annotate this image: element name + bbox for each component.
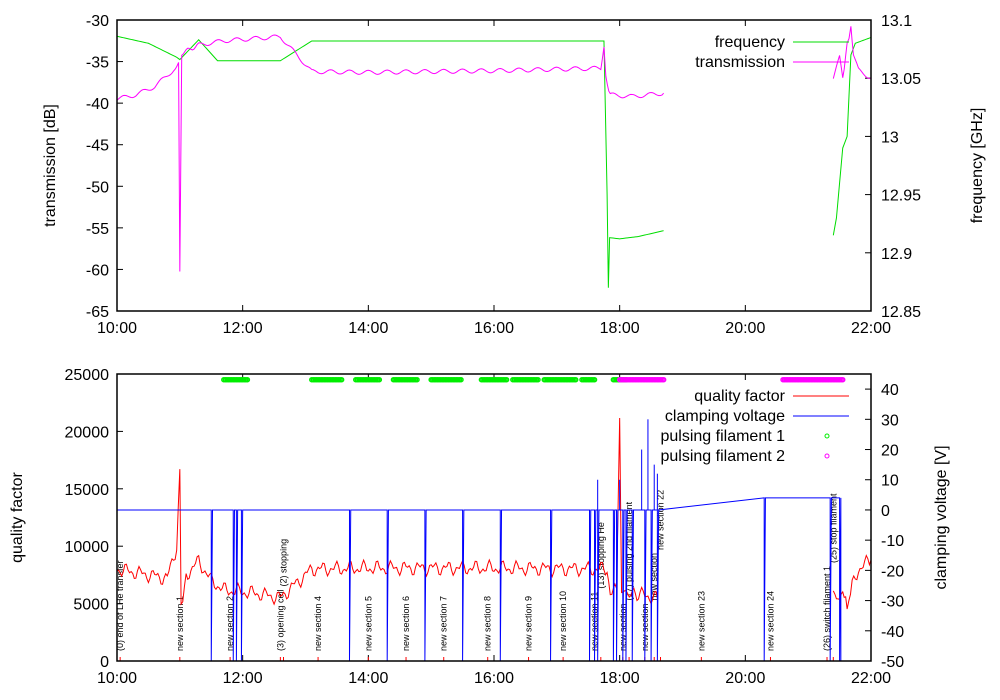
y2-tick-label: -50 xyxy=(881,654,904,671)
y2-tick-label: 20 xyxy=(881,443,899,460)
y2-axis-label: frequency [GHz] xyxy=(969,108,986,224)
plot-area: (0) end of LHe transfer new section 1 new … xyxy=(115,376,872,662)
x-tick-label: 10:00 xyxy=(97,320,137,337)
y2-tick-label: 30 xyxy=(881,412,899,429)
x-tick-label: 18:00 xyxy=(600,320,640,337)
annotation-label: (13) stopping He xyxy=(596,522,606,589)
legend-label: clamping voltage xyxy=(665,408,785,425)
pulsing-filament-1-point xyxy=(535,376,541,383)
y-tick-label: 0 xyxy=(100,654,109,671)
legend-label: pulsing filament 1 xyxy=(660,428,785,445)
x-tick-label: 20:00 xyxy=(725,670,765,687)
y-tick-label: 10000 xyxy=(65,539,110,556)
x-tick-label: 18:00 xyxy=(600,670,640,687)
legend-label: pulsing filament 2 xyxy=(660,448,785,465)
y-tick-label: -50 xyxy=(86,179,109,196)
pulsing-filament-1-point xyxy=(376,376,383,383)
annotation-label: (3) opening cell xyxy=(275,589,285,651)
x-tick-label: 16:00 xyxy=(474,320,514,337)
x-tick-label: 14:00 xyxy=(348,670,388,687)
y2-tick-label: 0 xyxy=(881,503,890,520)
legend-label: frequency xyxy=(715,34,785,51)
annotation-label: (17) pulsing 2nd filament xyxy=(624,501,634,600)
annotation-label: new section 6 xyxy=(401,596,411,651)
annotation-label: new section 2 xyxy=(225,596,235,651)
x-tick-label: 12:00 xyxy=(223,320,263,337)
pulsing-filament-1-point xyxy=(414,376,420,383)
annotation-label: new section 5 xyxy=(363,596,373,651)
x-tick-label: 10:00 xyxy=(97,670,137,687)
annotation-label: new section xyxy=(649,553,659,601)
y-tick-label: -35 xyxy=(86,55,109,72)
y-tick-label: -60 xyxy=(86,262,109,279)
y-tick-label: 20000 xyxy=(65,424,110,441)
pulsing-filament-2-point xyxy=(660,376,667,383)
y-tick-label: 25000 xyxy=(65,367,110,384)
annotation-label: new section 8 xyxy=(483,596,493,651)
plot-area xyxy=(116,26,872,288)
pulsing-filament-1-point xyxy=(572,376,579,383)
y2-tick-label: -30 xyxy=(881,594,904,611)
annotation-label: (0) end of LHe transfer xyxy=(115,560,125,651)
x-tick-label: 20:00 xyxy=(725,320,765,337)
frequency-line xyxy=(116,35,664,288)
legend-label: transmission xyxy=(695,54,785,71)
annotation-label: new section 23 xyxy=(696,591,706,651)
legend-label: quality factor xyxy=(694,388,785,405)
y-tick-label: 5000 xyxy=(73,597,109,614)
x-tick-label: 14:00 xyxy=(348,320,388,337)
transmission-line xyxy=(116,34,665,272)
annotation-label: new section 1 xyxy=(175,596,185,651)
pulsing-filament-2-point xyxy=(839,376,846,383)
annotation-label: (2) stopping xyxy=(279,539,289,587)
y2-tick-label: 12.95 xyxy=(881,188,921,205)
annotation-label: new section 10 xyxy=(558,591,568,651)
annotation-label: new section 9 xyxy=(524,596,534,651)
y2-axis-label: clamping voltage [V] xyxy=(933,445,950,589)
pulsing-filament-1-point xyxy=(458,376,464,383)
plot-frame xyxy=(116,19,872,312)
y2-tick-label: 13 xyxy=(881,129,899,146)
legend-marker xyxy=(824,433,830,439)
y2-tick-label: 12.85 xyxy=(881,304,921,321)
y-tick-label: 15000 xyxy=(65,482,110,499)
pulsing-filament-1-point xyxy=(244,376,251,383)
transmission-line xyxy=(832,26,872,80)
x-tick-label: 12:00 xyxy=(223,670,263,687)
x-tick-label: 22:00 xyxy=(851,320,891,337)
annotation-label: new section 24 xyxy=(765,591,775,651)
legend-marker xyxy=(824,453,830,459)
y-axis-label: quality factor xyxy=(9,471,26,562)
plot-frame xyxy=(116,373,872,662)
frequency-line xyxy=(832,36,872,236)
clamping-voltage-line xyxy=(117,497,842,662)
y-tick-label: -30 xyxy=(86,13,109,30)
y2-tick-label: 13.05 xyxy=(881,71,921,88)
y-tick-label: -45 xyxy=(86,138,109,155)
y2-tick-label: 12.9 xyxy=(881,246,912,263)
x-tick-label: 22:00 xyxy=(851,670,891,687)
annotation-label: new section 4 xyxy=(313,596,323,651)
y2-tick-label: 13.1 xyxy=(881,13,912,30)
annotation-label: new section 22 xyxy=(656,490,666,550)
pulsing-filament-1-point xyxy=(591,376,598,383)
annotation-label: (25) stop filament xyxy=(828,493,838,563)
pulsing-filament-1-point xyxy=(503,376,510,383)
y2-tick-label: -10 xyxy=(881,533,904,550)
y2-tick-label: -20 xyxy=(881,563,904,580)
y2-tick-label: 10 xyxy=(881,473,899,490)
y-axis-label: transmission [dB] xyxy=(42,104,59,227)
pulsing-filament-1-point xyxy=(338,376,345,383)
y-tick-label: -40 xyxy=(86,96,109,113)
y2-tick-label: 40 xyxy=(881,382,899,399)
annotation-label: new section 7 xyxy=(439,596,449,651)
y-tick-label: -55 xyxy=(86,221,109,238)
x-tick-label: 16:00 xyxy=(474,670,514,687)
annotation-label: (26) switch filament 1 xyxy=(822,566,832,651)
y2-tick-label: -40 xyxy=(881,624,904,641)
y-tick-label: -65 xyxy=(86,304,109,321)
